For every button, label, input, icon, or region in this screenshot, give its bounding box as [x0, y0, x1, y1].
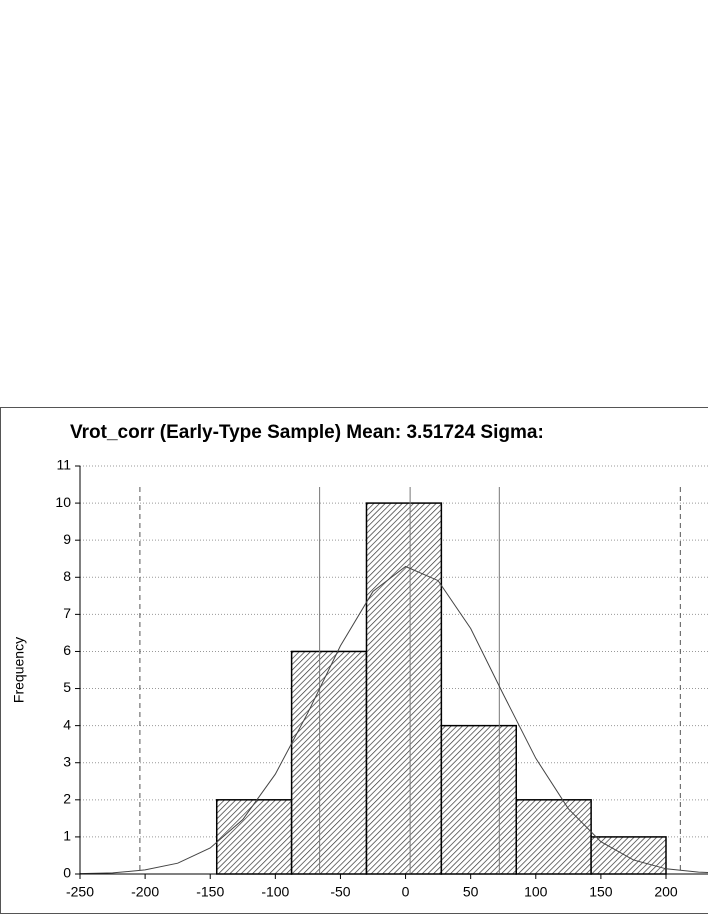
y-tick-label: 9 [63, 531, 71, 547]
chart-title: Vrot_corr (Early-Type Sample) Mean: 3.51… [70, 422, 544, 443]
x-tick-label: 50 [463, 884, 479, 900]
y-tick-label: 5 [63, 679, 71, 695]
y-tick-label: 4 [63, 716, 71, 732]
y-tick-label: 3 [63, 753, 71, 769]
x-tick-label: 200 [654, 884, 678, 900]
bar [215, 799, 293, 875]
y-tick-label: 8 [63, 568, 71, 584]
x-tick-label: -100 [261, 884, 289, 900]
x-tick-label: -250 [66, 884, 94, 900]
y-tick-label: 0 [63, 865, 71, 881]
x-tick-label: 100 [524, 884, 548, 900]
x-tick-label: -150 [196, 884, 224, 900]
y-tick-label: 11 [56, 457, 71, 473]
bar [365, 502, 443, 875]
x-tick-label: 150 [589, 884, 613, 900]
normal-curve [80, 565, 708, 875]
y-tick-label: 10 [55, 494, 71, 510]
bar [440, 724, 517, 875]
bar [515, 799, 592, 875]
x-tick-label: -50 [330, 884, 350, 900]
y-tick-label: 7 [63, 605, 71, 621]
y-axis-label: Frequency [11, 637, 27, 703]
bar [290, 650, 368, 875]
y-tick-label: 2 [63, 791, 71, 807]
x-tick-label: 0 [402, 884, 410, 900]
x-tick-label: -200 [131, 884, 159, 900]
y-tick-label: 1 [63, 828, 71, 844]
y-tick-label: 6 [63, 642, 71, 658]
